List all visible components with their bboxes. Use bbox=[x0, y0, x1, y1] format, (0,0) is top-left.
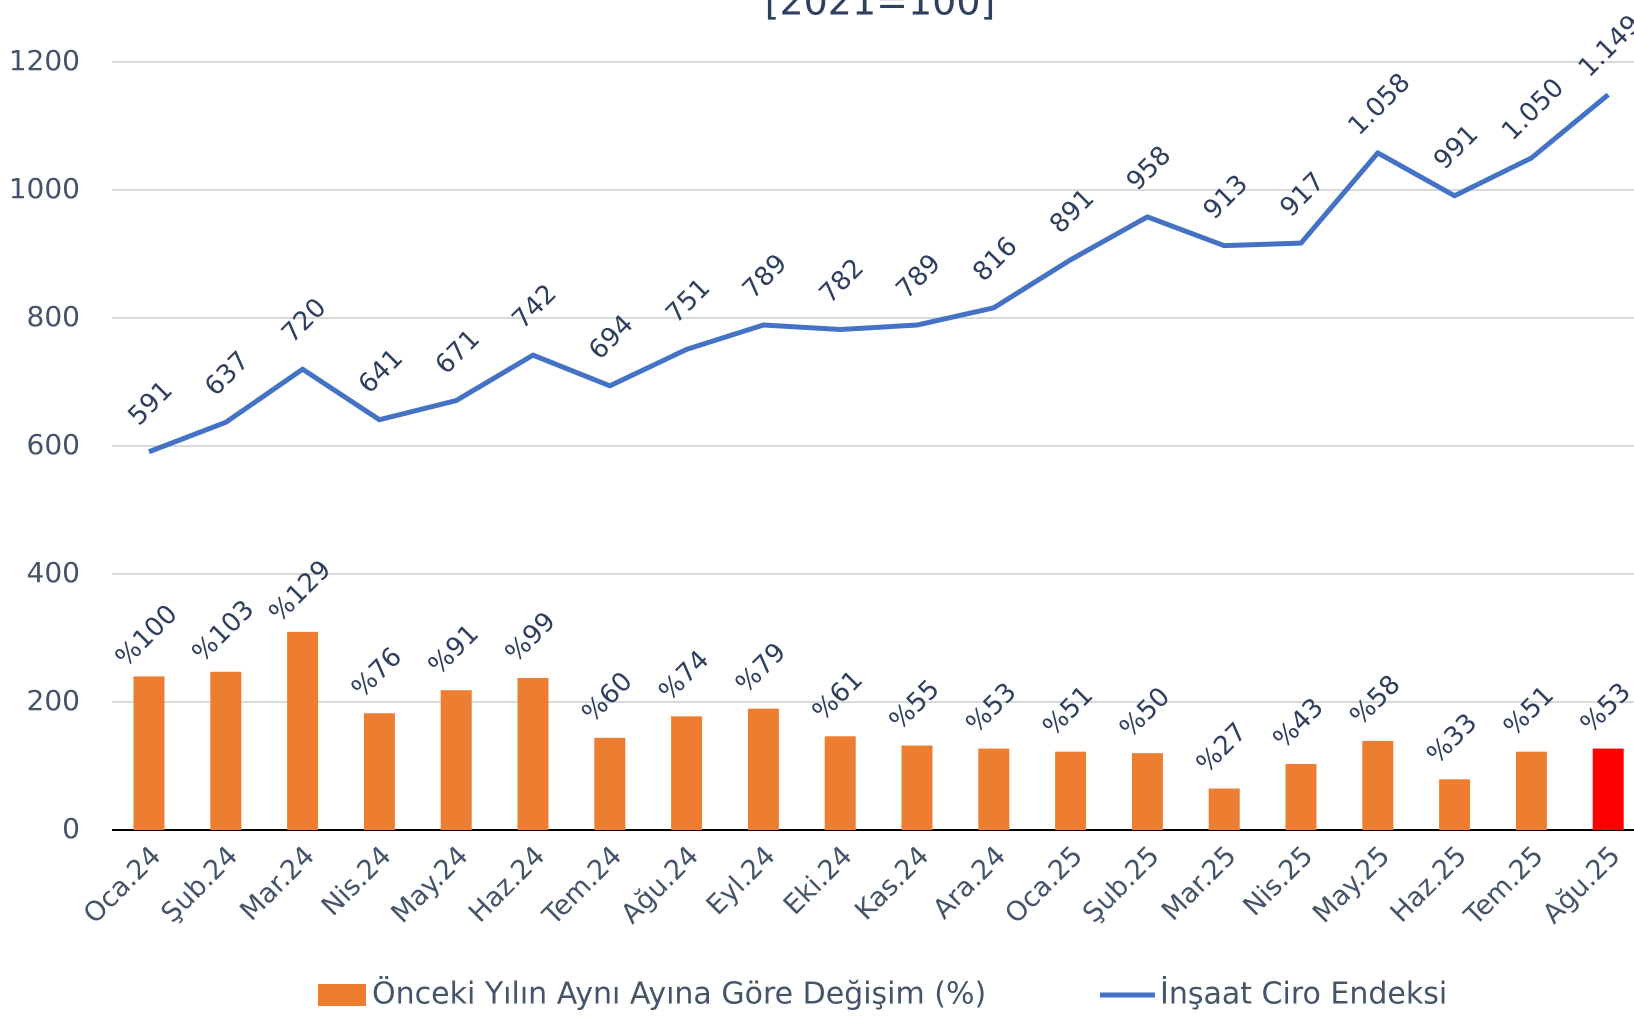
x-tick-label: Tem.25 bbox=[1458, 840, 1550, 932]
data-label: %79 bbox=[730, 637, 792, 699]
x-tick-label: Ağu.24 bbox=[615, 840, 705, 930]
x-tick-label: Ağu.25 bbox=[1537, 840, 1627, 930]
y-tick-label: 400 bbox=[27, 556, 80, 589]
data-label: %91 bbox=[423, 619, 485, 681]
x-tick-label: Nis.25 bbox=[1237, 840, 1319, 922]
bar bbox=[747, 708, 779, 830]
bar bbox=[1515, 751, 1547, 830]
bar bbox=[1055, 751, 1087, 830]
x-tick-label: Kas.24 bbox=[849, 840, 935, 926]
data-label: 720 bbox=[276, 293, 332, 349]
bar bbox=[133, 676, 165, 830]
data-label: 671 bbox=[430, 324, 486, 380]
y-tick-label: 200 bbox=[27, 684, 80, 717]
bar bbox=[1592, 748, 1624, 830]
x-tick-label: Eki.24 bbox=[778, 840, 859, 921]
data-label: 1.058 bbox=[1343, 68, 1417, 142]
bar bbox=[978, 748, 1010, 830]
data-label: 1.149 bbox=[1573, 9, 1634, 83]
data-label: 789 bbox=[737, 249, 793, 305]
data-label: %129 bbox=[263, 555, 337, 629]
x-tick-label: Oca.25 bbox=[999, 840, 1089, 930]
x-tick-label: Nis.24 bbox=[316, 840, 398, 922]
data-label: %27 bbox=[1191, 717, 1253, 779]
legend-label: İnşaat Ciro Endeksi bbox=[1160, 976, 1447, 1012]
bar bbox=[440, 690, 472, 830]
y-tick-label: 0 bbox=[62, 812, 80, 845]
data-label: %53 bbox=[960, 677, 1022, 739]
bar bbox=[1208, 788, 1240, 830]
bar bbox=[210, 671, 242, 830]
data-label: %76 bbox=[346, 642, 408, 704]
bar bbox=[287, 631, 319, 830]
data-label: %33 bbox=[1421, 708, 1483, 770]
data-label: 958 bbox=[1121, 140, 1177, 196]
x-tick-label: Haz.25 bbox=[1384, 840, 1472, 928]
y-tick-label: 600 bbox=[27, 428, 80, 461]
y-tick-label: 800 bbox=[27, 300, 80, 333]
y-tick-label: 1000 bbox=[9, 172, 80, 205]
data-label: %58 bbox=[1344, 670, 1406, 732]
bar bbox=[594, 737, 626, 830]
data-label: %60 bbox=[576, 666, 638, 728]
data-label: 751 bbox=[660, 273, 716, 329]
data-label: 891 bbox=[1044, 183, 1100, 239]
bar bbox=[824, 736, 856, 830]
data-label: %99 bbox=[500, 607, 562, 669]
bar bbox=[363, 713, 395, 830]
data-label: 641 bbox=[353, 343, 409, 399]
data-label: %51 bbox=[1498, 680, 1560, 742]
bar bbox=[517, 677, 549, 830]
x-tick-label: May.25 bbox=[1307, 840, 1396, 929]
data-label: 789 bbox=[890, 249, 946, 305]
x-tick-label: Mar.24 bbox=[234, 840, 321, 927]
data-label: 913 bbox=[1198, 169, 1254, 225]
data-label: %55 bbox=[884, 674, 946, 736]
bar bbox=[1285, 763, 1317, 830]
data-label: %100 bbox=[110, 599, 184, 673]
data-label: 816 bbox=[967, 231, 1023, 287]
bar bbox=[901, 745, 933, 830]
x-tick-label: Oca.24 bbox=[78, 840, 168, 930]
x-tick-label: Tem.24 bbox=[536, 840, 628, 932]
x-tick-label: Eyl.24 bbox=[701, 840, 782, 921]
bar bbox=[1131, 753, 1163, 830]
chart-title: [2021=100] bbox=[765, 0, 996, 24]
data-label: 991 bbox=[1428, 119, 1484, 175]
bar bbox=[1439, 779, 1471, 830]
x-tick-label: Şub.25 bbox=[1077, 840, 1166, 929]
data-label: %53 bbox=[1575, 677, 1634, 739]
data-label: %74 bbox=[653, 645, 715, 707]
data-label: 591 bbox=[122, 375, 178, 431]
data-label: 782 bbox=[814, 253, 870, 309]
bar bbox=[1362, 740, 1394, 830]
x-tick-label: Haz.24 bbox=[463, 840, 551, 928]
x-tick-label: Mar.25 bbox=[1156, 840, 1243, 927]
legend-label: Önceki Yılın Aynı Ayına Göre Değişim (%) bbox=[372, 976, 986, 1012]
x-tick-label: May.24 bbox=[385, 840, 474, 929]
data-label: 742 bbox=[506, 279, 562, 335]
line bbox=[148, 92, 1610, 455]
data-label: %50 bbox=[1114, 682, 1176, 744]
data-label: %61 bbox=[807, 665, 869, 727]
x-tick-label: Ara.24 bbox=[927, 840, 1012, 925]
data-label: %51 bbox=[1037, 680, 1099, 742]
legend-swatch bbox=[318, 984, 366, 1006]
data-label: %103 bbox=[187, 595, 261, 669]
y-tick-label: 1200 bbox=[9, 44, 80, 77]
x-tick-label: Şub.24 bbox=[155, 840, 244, 929]
bar bbox=[671, 716, 703, 830]
data-label: 637 bbox=[199, 346, 255, 402]
